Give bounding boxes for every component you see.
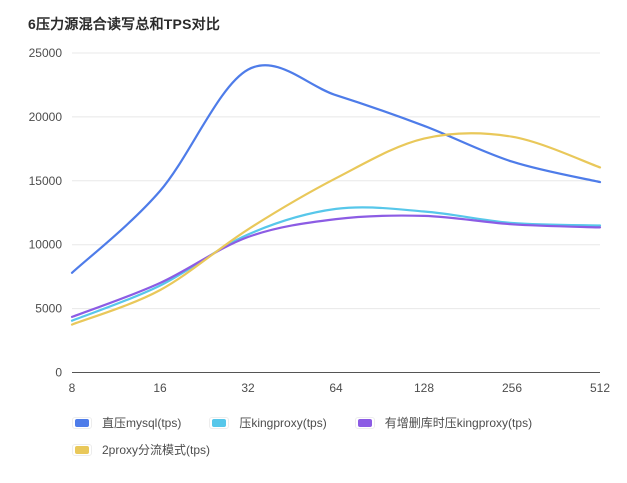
legend-label: 有增删库时压kingproxy(tps) [384, 416, 533, 430]
x-tick-label: 128 [414, 381, 434, 395]
legend-item-2[interactable]: 有增删库时压kingproxy(tps) [354, 416, 533, 430]
series-line-0 [70, 64, 602, 274]
x-tick-label: 8 [69, 381, 76, 395]
legend-swatch-icon [354, 417, 375, 429]
legend-label: 2proxy分流模式(tps) [102, 443, 211, 457]
y-tick-label: 0 [55, 366, 62, 380]
y-tick-label: 5000 [35, 302, 62, 316]
legend-item-3[interactable]: 2proxy分流模式(tps) [72, 443, 210, 457]
y-tick-label: 10000 [29, 238, 63, 252]
legend-swatch-icon [72, 444, 92, 456]
series-line-2 [70, 214, 602, 318]
plot-area: 0 5000 10000 15000 20000 25000 8 16 32 64 128 256 51… [29, 46, 611, 395]
legend: 直压mysql(tps) 压kingproxy(tps) 有增删库时压kingpro… [72, 416, 617, 457]
series-line-1 [70, 206, 602, 322]
x-tick-label: 64 [329, 381, 343, 395]
y-tick-label: 15000 [29, 174, 63, 188]
x-tick-label: 512 [590, 381, 610, 395]
legend-item-1[interactable]: 压kingproxy(tps) [209, 416, 327, 430]
series-line-3 [70, 132, 602, 326]
legend-label: 直压mysql(tps) [102, 416, 182, 430]
legend-item-0[interactable]: 直压mysql(tps) [72, 416, 181, 430]
x-tick-label: 256 [502, 381, 522, 395]
legend-swatch-icon [72, 417, 92, 429]
y-tick-label: 25000 [29, 46, 63, 60]
x-tick-label: 32 [241, 381, 255, 395]
chart-title: 6压力源混合读写总和TPS对比 [28, 16, 221, 32]
y-tick-label: 20000 [29, 110, 63, 124]
x-tick-label: 16 [153, 381, 167, 395]
legend-label: 压kingproxy(tps) [239, 416, 327, 430]
legend-swatch-icon [209, 417, 230, 429]
